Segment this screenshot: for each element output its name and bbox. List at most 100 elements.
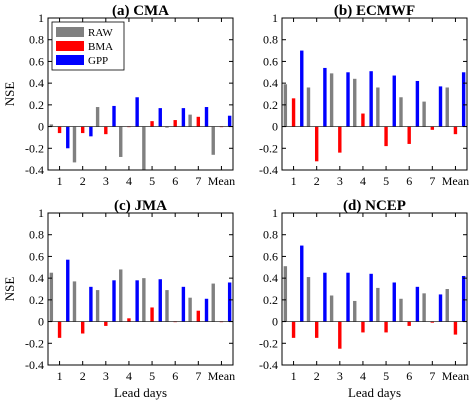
y-tick-label: -0.4 <box>25 358 44 372</box>
bar-bma-3 <box>338 126 342 153</box>
x-tick-label: 5 <box>383 369 389 383</box>
bar-raw-mean <box>445 87 449 127</box>
y-tick-label: -0.4 <box>259 358 278 372</box>
y-tick-label: 0.2 <box>29 293 44 307</box>
bar-bma-5 <box>384 126 388 147</box>
bar-raw-4 <box>119 126 123 157</box>
bar-bma-4 <box>127 318 131 322</box>
y-tick-label: 0.6 <box>29 54 44 68</box>
bar-gpp-5 <box>158 108 162 127</box>
x-axis-label: Lead days <box>114 385 167 400</box>
x-tick-label: 6 <box>172 174 178 188</box>
y-tick-label: 0 <box>38 315 44 329</box>
legend-swatch-raw <box>56 27 84 37</box>
bar-raw-3 <box>329 295 334 322</box>
bar-bma-4 <box>361 321 365 333</box>
x-tick-label: 3 <box>103 174 109 188</box>
x-tick-label: 2 <box>80 174 86 188</box>
x-tick-label: 5 <box>383 174 389 188</box>
bar-gpp-7 <box>204 298 209 322</box>
legend-swatch-gpp <box>56 55 84 65</box>
bar-bma-6 <box>407 321 411 326</box>
y-tick-label: 0.8 <box>29 33 44 47</box>
y-tick-label: 0.6 <box>29 249 44 263</box>
axes-frame <box>281 212 468 366</box>
bar-gpp-4 <box>135 97 139 127</box>
bar-raw-7 <box>422 293 426 322</box>
bar-raw-4 <box>353 78 357 127</box>
bar-gpp-3 <box>112 280 116 322</box>
bar-gpp-5 <box>392 75 396 127</box>
bar-gpp-4 <box>369 273 373 322</box>
bar-bma-1 <box>291 321 296 338</box>
bar-bma-2 <box>314 126 319 162</box>
y-tick-label: 0.8 <box>263 33 278 47</box>
axes-frame <box>281 17 468 171</box>
y-tick-label: 0.4 <box>263 271 278 285</box>
x-tick-label: 1 <box>291 174 297 188</box>
bar-gpp-5 <box>158 279 162 322</box>
x-tick-label: 2 <box>314 174 320 188</box>
x-tick-label: 6 <box>406 369 412 383</box>
bar-gpp-3 <box>112 105 116 127</box>
bar-raw-mean <box>211 283 215 322</box>
panel-3: -0.4 -0.2 0 0.2 0.4 0.6 0.8 1 1 2 3 4 5 6 7 Mean (c) JMA… <box>2 198 235 400</box>
bar-gpp-2 <box>89 126 93 137</box>
y-tick-label: -0.2 <box>25 141 44 155</box>
bar-bma-2 <box>80 321 85 334</box>
x-tick-label: 1 <box>57 369 63 383</box>
bar-gpp-mean <box>227 115 232 127</box>
bar-raw-6 <box>165 290 169 322</box>
bar-raw-5 <box>376 87 380 127</box>
bar-raw-5 <box>376 287 380 322</box>
x-tick-label: 3 <box>337 174 343 188</box>
bar-gpp-7 <box>204 107 209 127</box>
bar-raw-3 <box>95 107 100 127</box>
bar-bma-6 <box>173 120 177 127</box>
x-tick-label: 5 <box>149 369 155 383</box>
x-tick-label: 5 <box>149 174 155 188</box>
y-tick-label: 1 <box>38 206 44 220</box>
y-tick-label: 0.4 <box>29 76 44 90</box>
y-tick-label: 0.8 <box>263 228 278 242</box>
x-tick-label: Mean <box>442 369 469 383</box>
bar-gpp-6 <box>181 286 186 322</box>
x-tick-label: 7 <box>429 369 435 383</box>
bar-gpp-1 <box>66 259 70 322</box>
x-tick-label: 2 <box>314 369 320 383</box>
bar-gpp-5 <box>392 282 396 322</box>
bar-raw-4 <box>119 269 123 322</box>
bar-raw-3 <box>329 73 334 127</box>
bar-raw-6 <box>399 298 403 322</box>
y-tick-label: -0.4 <box>259 163 278 177</box>
bar-raw-2 <box>72 126 77 163</box>
y-axis-label: NSE <box>2 277 17 302</box>
bar-gpp-6 <box>181 108 186 127</box>
bar-raw-7 <box>188 114 192 127</box>
bar-gpp-7 <box>438 294 443 322</box>
bar-bma-2 <box>314 321 319 338</box>
y-tick-label: 0.6 <box>263 249 278 263</box>
bar-bma-mean <box>453 126 458 135</box>
y-tick-label: 1 <box>272 11 278 25</box>
y-tick-label: -0.2 <box>259 141 278 155</box>
bar-bma-5 <box>384 321 388 333</box>
bar-gpp-2 <box>323 67 327 127</box>
bar-bma-5 <box>150 121 154 127</box>
x-tick-label: 4 <box>360 369 366 383</box>
legend-label-raw: RAW <box>88 27 113 39</box>
bar-raw-1 <box>49 124 54 127</box>
bar-gpp-3 <box>346 72 350 127</box>
bar-raw-3 <box>95 290 100 322</box>
y-tick-label: 0 <box>272 120 278 134</box>
bar-bma-7 <box>430 321 435 323</box>
y-tick-label: 0 <box>272 315 278 329</box>
bar-raw-5 <box>142 126 146 170</box>
bar-gpp-6 <box>415 286 420 322</box>
legend-label-gpp: GPP <box>88 55 108 67</box>
bar-gpp-6 <box>415 80 420 127</box>
bar-raw-2 <box>306 277 311 322</box>
bar-gpp-4 <box>135 280 139 322</box>
bar-gpp-2 <box>89 286 93 322</box>
